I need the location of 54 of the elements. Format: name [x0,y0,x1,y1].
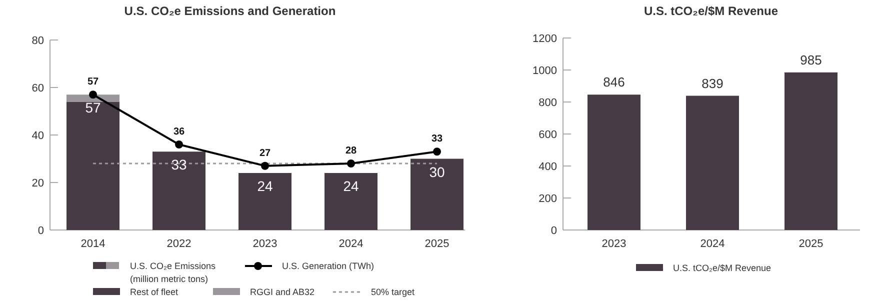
total-label: 24 [257,178,273,194]
y-tick-label: 60 [32,82,44,94]
data-label: 28 [345,146,357,156]
bar [324,173,378,230]
data-label: 27 [259,148,271,159]
bar [588,94,640,230]
point [89,90,97,99]
total-label: 30 [429,164,445,180]
data-label: 33 [431,134,443,145]
x-tick-label: 2025 [798,238,824,250]
x-tick-label: 2024 [700,238,725,250]
y-tick-label: 0 [38,224,44,237]
bar [238,173,292,230]
data-label: 57 [85,100,101,116]
bar [784,72,838,230]
y-tick-label: 0 [550,224,557,237]
bar [66,102,120,230]
legend-label: Rest of fleet [130,287,179,298]
x-tick-label: 2023 [252,238,278,250]
chart-title: U.S. tCO₂e/$M Revenue [644,4,778,18]
point [347,160,355,168]
chart-title: U.S. CO₂e Emissions and Generation [124,4,336,18]
y-tick-label: 600 [538,128,557,141]
total-label: 33 [171,156,187,173]
x-tick-label: 2024 [338,238,364,250]
data-label: 846 [603,74,625,90]
x-tick-label: 2025 [424,238,450,250]
legend-label: 50% target [371,287,416,298]
y-tick-label: 20 [32,177,44,190]
data-label: 839 [702,76,724,91]
total-label: 57 [87,76,99,88]
y-tick-label: 800 [538,96,557,109]
y-tick-label: 80 [32,34,44,47]
legend-label: RGGI and AB32 [250,287,315,298]
y-tick-label: 1200 [532,32,557,45]
data-label: 985 [800,52,822,68]
y-tick-label: 40 [32,130,44,142]
legend-title: U.S. CO₂e Emissions (million metric tons) [130,261,216,284]
y-tick-label: 200 [538,192,557,205]
bar [686,96,739,230]
y-tick-label: 1000 [532,64,557,77]
y-tick-label: 400 [538,160,557,173]
bar [410,158,464,230]
point [261,162,269,170]
total-label: 24 [343,178,359,194]
data-label: 36 [173,126,185,138]
point [175,140,183,148]
x-tick-label: 2023 [602,238,626,250]
x-tick-label: 2022 [166,238,192,250]
x-tick-label: 2014 [80,238,106,250]
legend-label: U.S. tCO₂e/$M Revenue [673,263,772,274]
legend-label: U.S. Generation (TWh) [282,261,374,272]
bar [152,152,206,230]
point [433,148,441,156]
